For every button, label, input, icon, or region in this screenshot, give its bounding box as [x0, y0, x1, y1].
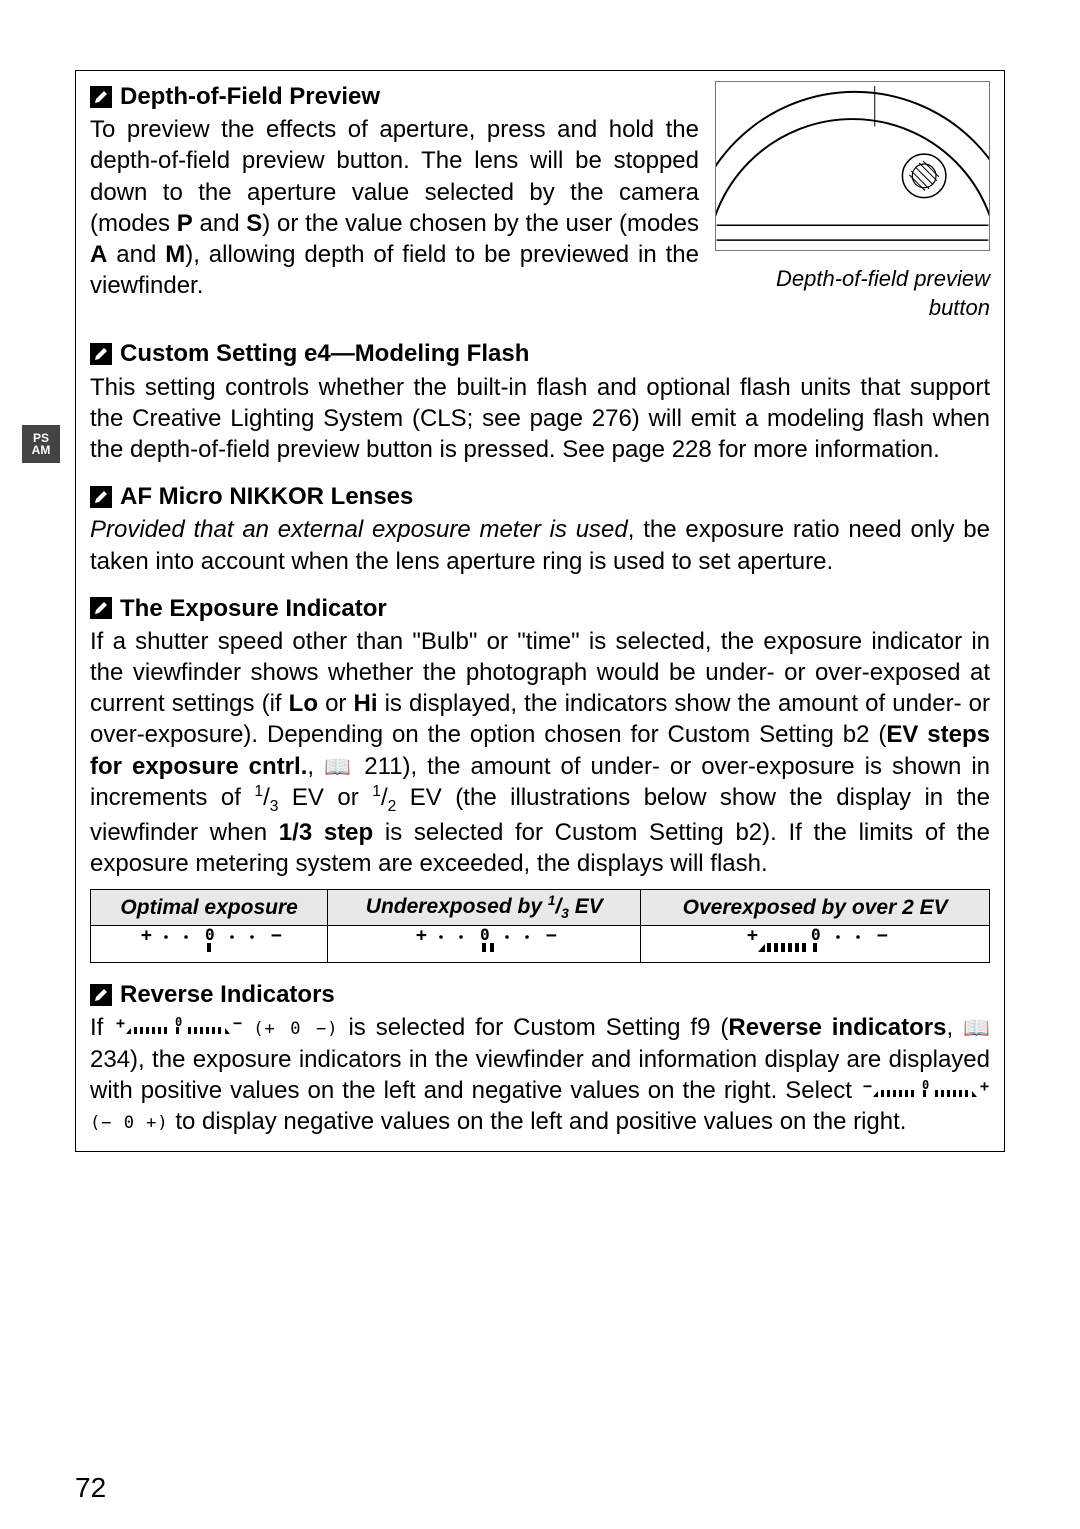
section-e4: Custom Setting e4—Modeling Flash This se…: [90, 338, 990, 465]
exp-lo: Lo: [289, 690, 318, 717]
dof-caption: Depth-of-field preview button: [715, 265, 990, 322]
th-over: Overexposed by over 2 EV: [641, 890, 990, 926]
th-under: Underexposed by 1/3 EV: [328, 890, 641, 926]
frac12a: 1: [372, 783, 381, 800]
content-box: Depth-of-Field Preview To preview the ef…: [75, 70, 1005, 1152]
section-dof-title: Depth-of-Field Preview: [90, 81, 699, 112]
section-reverse: Reverse Indicators If + − 0 (+ 0 −) is s…: [90, 979, 990, 1137]
svg-text:0: 0: [480, 928, 490, 944]
section-afmicro-title-text: AF Micro NIKKOR Lenses: [120, 481, 413, 512]
th-under-num: 1: [548, 893, 556, 908]
exposure-table-indicator-row: + − 0 + − 0: [91, 926, 990, 963]
frac12b: 2: [388, 798, 397, 815]
pencil-icon: [90, 597, 112, 619]
page-number: 72: [75, 1470, 106, 1506]
dof-figure: Depth-of-field preview button: [715, 81, 990, 322]
rev-p1: If: [90, 1014, 113, 1041]
th-under-den: 3: [561, 906, 569, 921]
mode-badge-bottom: AM: [32, 444, 51, 456]
dof-mid1: ) or the value chosen by the user (modes: [262, 210, 699, 237]
mode-s: S: [246, 210, 262, 237]
section-afmicro-title: AF Micro NIKKOR Lenses: [90, 481, 990, 512]
pencil-icon: [90, 486, 112, 508]
section-afmicro: AF Micro NIKKOR Lenses Provided that an …: [90, 481, 990, 577]
section-reverse-title: Reverse Indicators: [90, 979, 990, 1010]
section-dof-text: Depth-of-Field Preview To preview the ef…: [90, 81, 699, 301]
exp-p1d: ,: [307, 753, 324, 780]
exp-hi: Hi: [354, 690, 378, 717]
svg-text:+: +: [747, 928, 758, 946]
pencil-icon: [90, 984, 112, 1006]
section-e4-title-text: Custom Setting e4—Modeling Flash: [120, 338, 529, 369]
th-optimal: Optimal exposure: [91, 890, 328, 926]
svg-text:0: 0: [205, 928, 215, 944]
svg-text:+: +: [980, 1079, 989, 1095]
th-under-prefix: Underexposed by: [366, 895, 548, 918]
rev-ref234: 234), the exposure indicators in the vie…: [90, 1046, 990, 1104]
exposure-table: Optimal exposure Underexposed by 1/3 EV …: [90, 889, 990, 963]
rev-posneg-short: (+ 0 −): [253, 1019, 338, 1039]
section-dof: Depth-of-Field Preview To preview the ef…: [90, 81, 990, 322]
svg-text:−: −: [863, 1079, 872, 1095]
exp-step: 1/3 step: [279, 819, 373, 846]
dof-and1: and: [193, 210, 247, 237]
svg-text:0: 0: [811, 928, 821, 944]
section-dof-title-text: Depth-of-Field Preview: [120, 81, 380, 112]
svg-text:+: +: [141, 928, 152, 946]
section-reverse-title-text: Reverse Indicators: [120, 979, 335, 1010]
indicator-neg-pos-icon: − + 0: [860, 1079, 990, 1101]
afmicro-lead: Provided that an external exposure meter…: [90, 516, 628, 543]
pencil-icon: [90, 343, 112, 365]
frac13a: 1: [254, 783, 263, 800]
mode-p: P: [177, 210, 193, 237]
pencil-icon: [90, 86, 112, 108]
section-e4-title: Custom Setting e4—Modeling Flash: [90, 338, 990, 369]
svg-text:−: −: [233, 1016, 242, 1032]
book-icon: 📖: [963, 1015, 990, 1040]
svg-text:−: −: [271, 928, 282, 946]
exp-p1b: or: [318, 690, 354, 717]
section-exposure-title-text: The Exposure Indicator: [120, 593, 387, 624]
rev-p2: is selected for Custom Setting f9 (: [339, 1014, 729, 1041]
svg-text:−: −: [546, 928, 557, 946]
dof-and2: and: [107, 241, 165, 268]
section-e4-body: This setting controls whether the built-…: [90, 374, 990, 463]
rev-f9: Reverse indicators: [728, 1014, 946, 1041]
rev-p4: to display negative values on the left a…: [169, 1108, 907, 1135]
rev-negpos-short: (− 0 +): [90, 1113, 169, 1133]
indicator-over: + − 0: [641, 926, 990, 963]
indicator-pos-neg-icon: + − 0: [113, 1016, 243, 1038]
th-under-suffix: EV: [569, 895, 603, 918]
svg-text:−: −: [877, 928, 888, 946]
mode-a: A: [90, 241, 107, 268]
section-exposure-title: The Exposure Indicator: [90, 593, 990, 624]
rev-p3: ,: [946, 1014, 963, 1041]
mode-badge: PS AM: [22, 425, 60, 463]
indicator-optimal: + − 0: [91, 926, 328, 963]
svg-text:+: +: [416, 928, 427, 946]
exp-evor: EV or: [278, 784, 372, 811]
svg-text:+: +: [116, 1016, 125, 1032]
indicator-under: + − 0: [328, 926, 641, 963]
section-exposure: The Exposure Indicator If a shutter spee…: [90, 593, 990, 964]
mode-m: M: [165, 241, 185, 268]
book-icon: 📖: [324, 754, 354, 779]
camera-body-illustration: [715, 81, 990, 251]
exposure-table-header-row: Optimal exposure Underexposed by 1/3 EV …: [91, 890, 990, 926]
